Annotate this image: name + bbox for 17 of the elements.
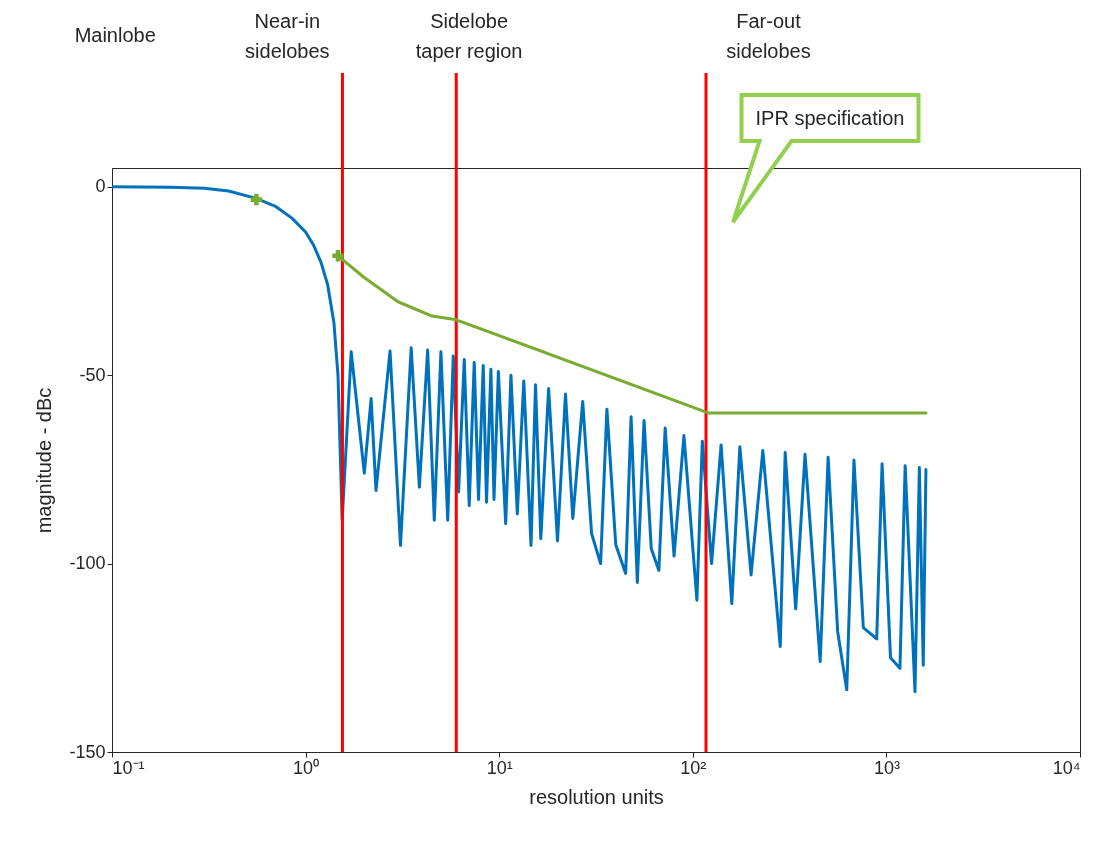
- x-tick-label: 10⁻¹: [112, 757, 145, 778]
- x-tick-label: 10⁰: [293, 757, 320, 778]
- y-tick-label: -50: [79, 364, 106, 385]
- y-tick-label: -150: [69, 741, 106, 762]
- x-tick-label: 10¹: [486, 757, 513, 778]
- text: IPR specification: [755, 107, 905, 129]
- x-tick-label: 10⁴: [1052, 757, 1081, 778]
- text: Sidelobe taper region: [415, 10, 523, 62]
- text: Near-in sidelobes: [245, 10, 330, 62]
- y-tick-label: -100: [69, 553, 106, 574]
- x-tick-label: 10³: [873, 757, 900, 778]
- text: Far-out sidelobes: [726, 10, 811, 62]
- x-tick-label: 10²: [680, 757, 707, 778]
- x-axis-title: resolution units: [529, 785, 664, 808]
- y-tick-label: 0: [95, 176, 106, 197]
- text: Mainlobe: [74, 24, 156, 46]
- y-axis-title: magnitude - dBc: [33, 387, 56, 534]
